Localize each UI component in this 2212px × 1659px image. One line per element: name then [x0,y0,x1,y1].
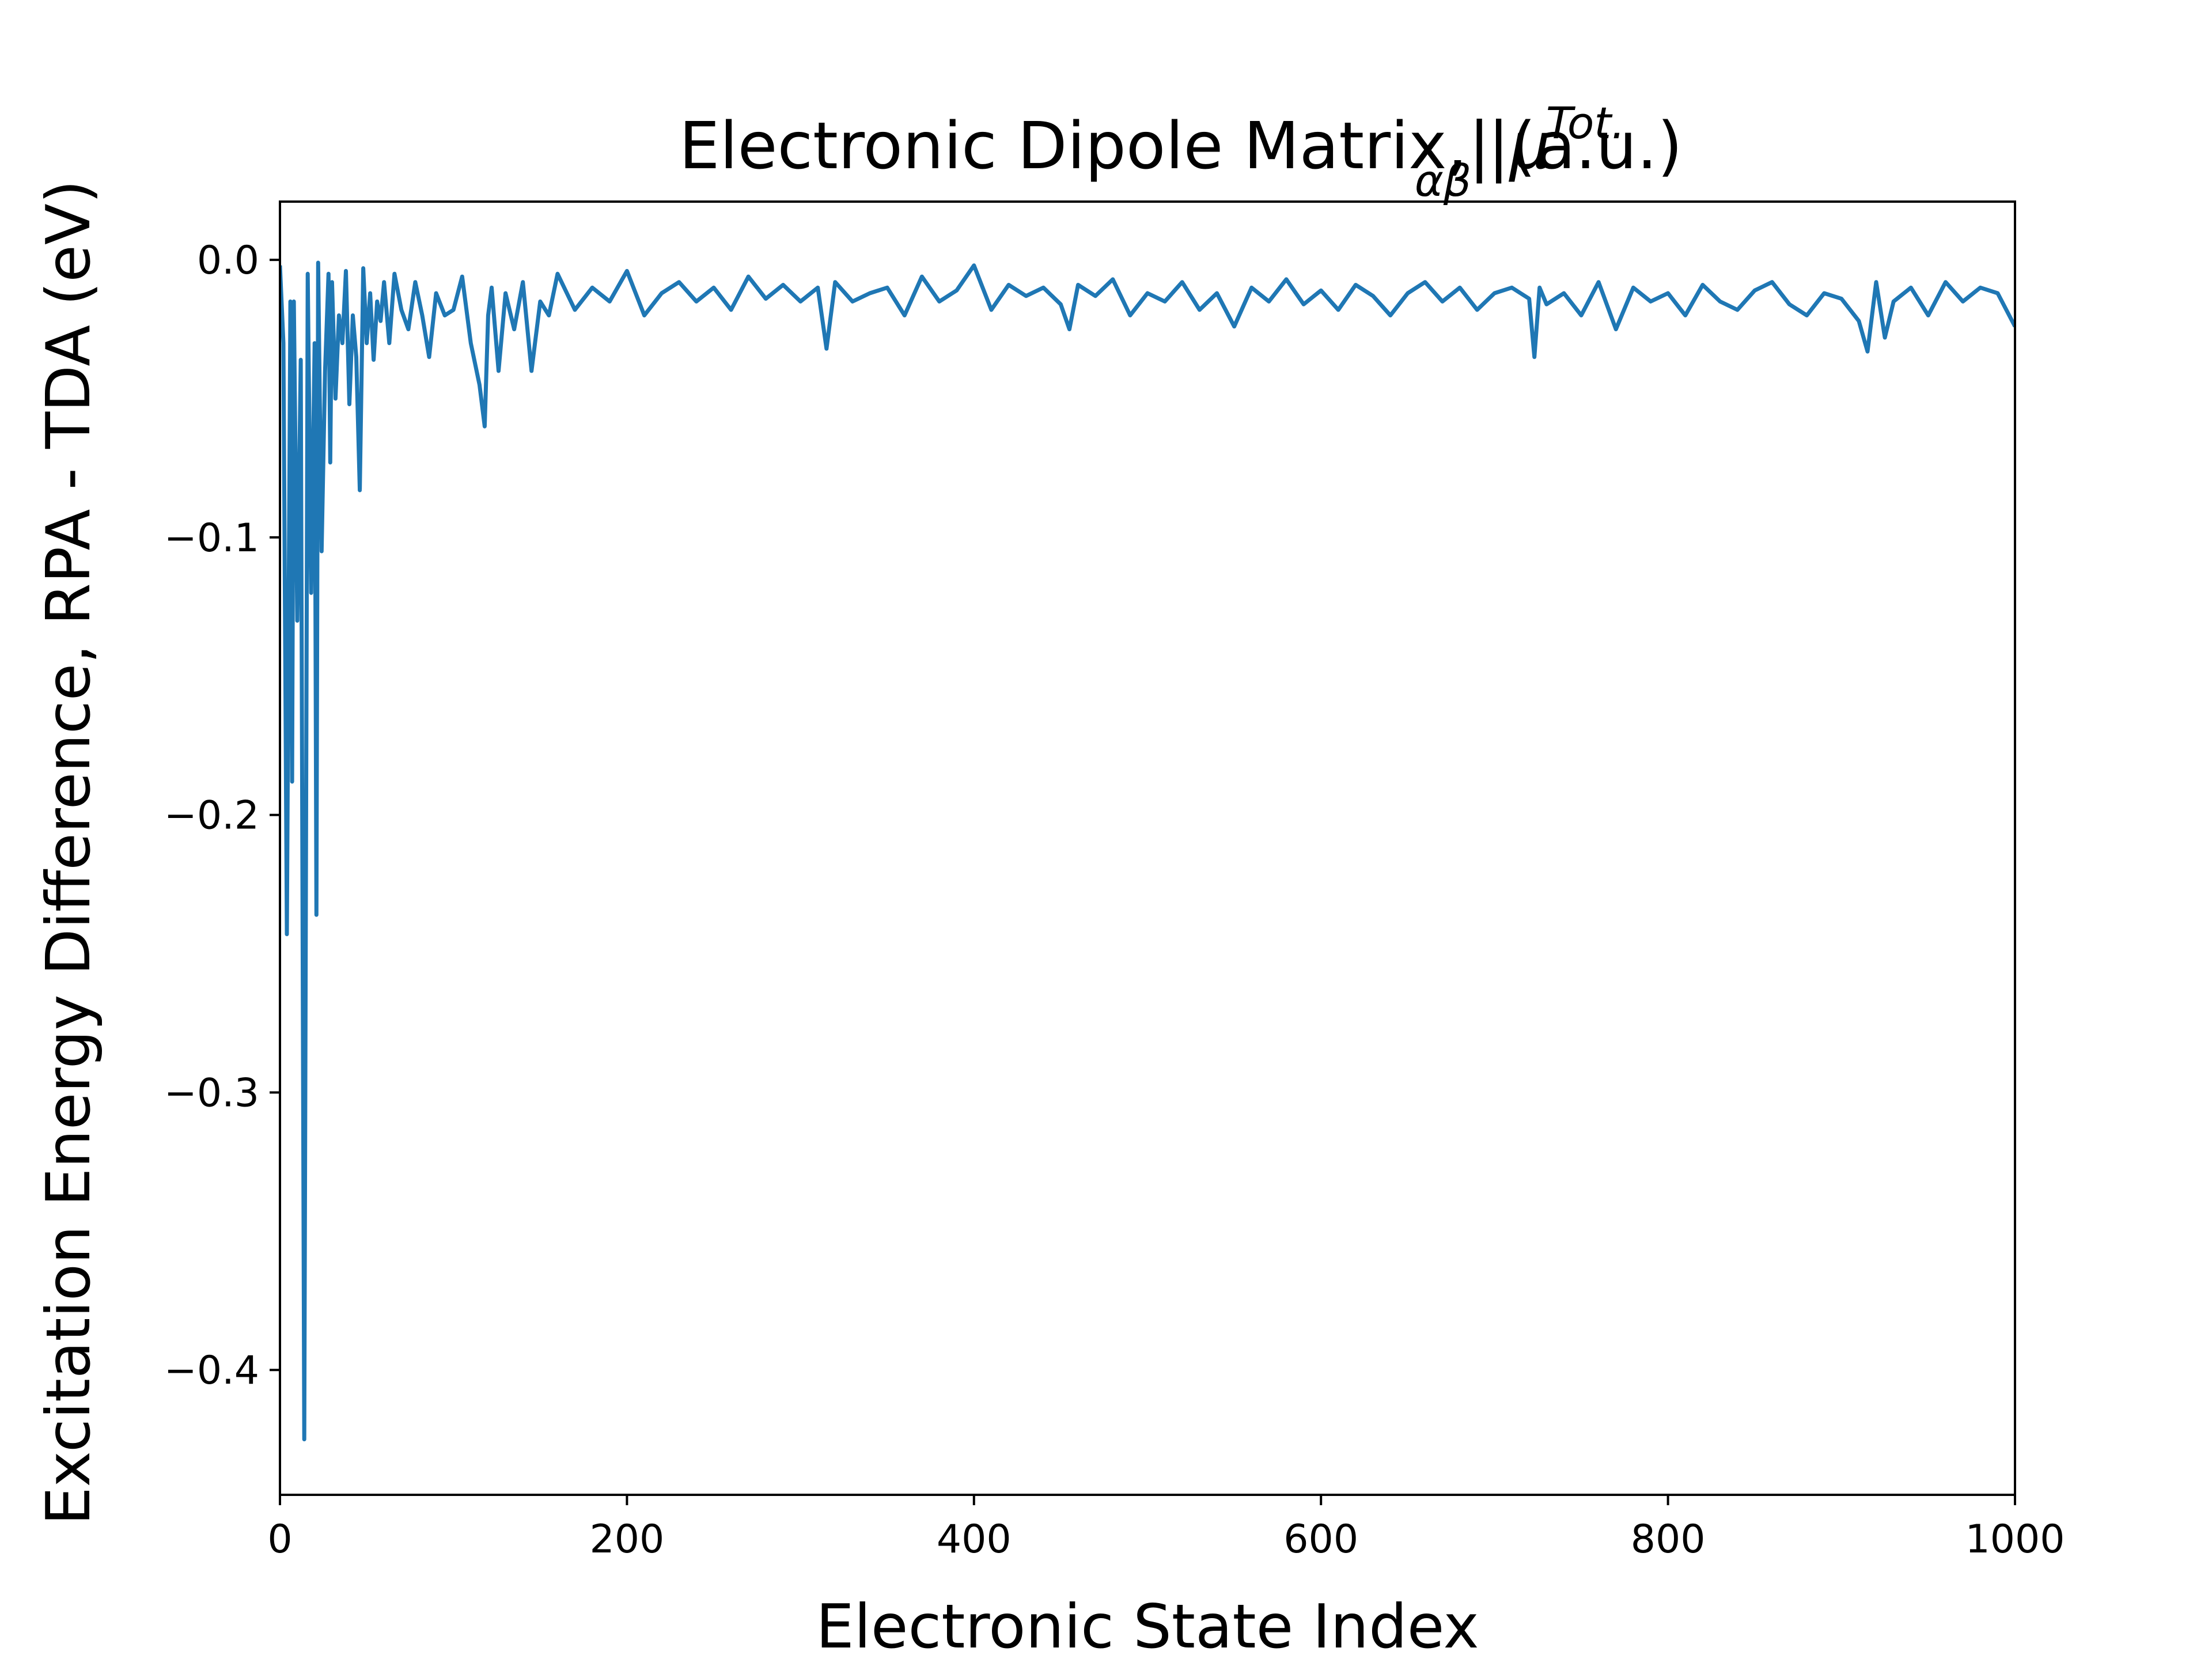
y-tick-label: 0.0 [197,238,259,283]
plot-area [279,200,2016,1496]
y-tick-label: −0.3 [164,1070,259,1116]
x-tick-label: 1000 [1965,1517,2065,1562]
y-axis: 0.0 −0.1 −0.2 −0.3 −0.4 [164,238,280,1393]
chart-title-prefix: Electronic Dipole Matrix, | [679,109,1510,184]
series-line-0 [280,260,2015,1442]
series-layer [280,260,2015,1442]
y-tick-label: −0.1 [164,516,259,561]
y-tick-label: −0.2 [164,793,259,839]
x-axis-label: Electronic State Index [816,1592,1479,1659]
x-tick-label: 200 [590,1517,665,1562]
chart-title-superscript: Tot. [1546,97,1626,149]
x-tick-label: 400 [937,1517,1012,1562]
x-tick-label: 800 [1631,1517,1706,1562]
y-tick-label: −0.4 [164,1348,259,1393]
chart-title-suffix: | (a.u.) [1468,109,1683,184]
y-axis-label: Excitation Energy Difference, RPA - TDA … [33,180,104,1525]
chart-title: Electronic Dipole Matrix, |μTot. αβ| (a.u… [679,97,1683,206]
chart-title-symbol: μ [1509,109,1551,184]
plot-frame [279,200,2016,1496]
x-axis: 0 200 400 600 800 1000 [267,1495,2065,1562]
chart-title-subscript: αβ [1415,155,1472,206]
x-tick-label: 0 [267,1517,292,1562]
x-tick-label: 600 [1283,1517,1358,1562]
